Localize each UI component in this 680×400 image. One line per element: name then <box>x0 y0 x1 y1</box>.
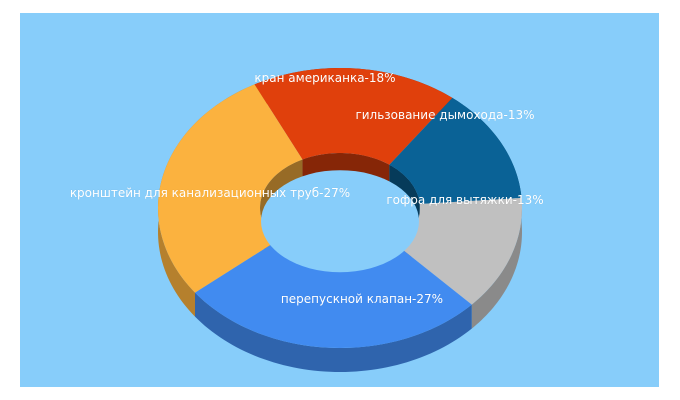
slice-label-gilzovanie: гильзование дымохода-13% <box>355 108 534 122</box>
slice-labels: кран американка-18% гильзование дымохода… <box>70 71 544 306</box>
slice-перепускно[interactable] <box>195 241 472 349</box>
slice-label-gofra: гофра для вытяжки-13% <box>386 193 543 207</box>
slice-гофрадлявы[interactable] <box>397 197 522 305</box>
slice-кранамерик[interactable] <box>254 68 453 165</box>
slice-гильзовани[interactable] <box>389 97 522 205</box>
donut-slices <box>158 68 522 349</box>
donut-hole <box>261 170 419 273</box>
chart-panel: кран американка-18% гильзование дымохода… <box>20 13 659 387</box>
slice-label-kronshtein: кронштейн для канализационных труб-27% <box>70 186 350 200</box>
slice-кронштейнд[interactable] <box>158 84 303 293</box>
slice-перепускно-side <box>195 292 472 372</box>
slice-гофрадлявы-side <box>471 197 522 329</box>
slice-label-kran: кран американка-18% <box>254 71 395 85</box>
slice-label-perepusknoy: перепускной клапан-27% <box>281 292 443 306</box>
donut-chart: кран американка-18% гильзование дымохода… <box>70 68 544 372</box>
